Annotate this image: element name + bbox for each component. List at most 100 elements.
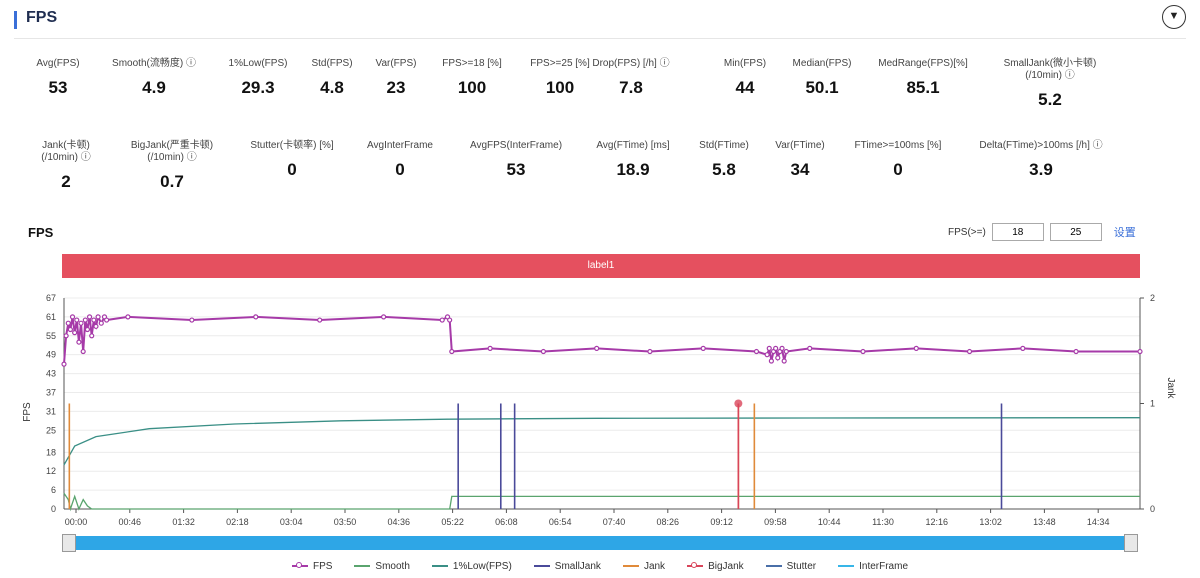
metric-6: Avg(FTime) [ms] 18.9 <box>563 140 703 180</box>
x-tick-label: 03:04 <box>280 517 303 527</box>
metric-label: Median(FPS) <box>792 58 852 69</box>
fps-point <box>700 345 706 351</box>
metric-value: 50.1 <box>805 78 839 97</box>
fps-threshold-1-input[interactable] <box>991 223 1044 241</box>
legend-label: SmallJank <box>554 560 601 572</box>
fps-point <box>72 330 78 336</box>
metric-value: 23 <box>386 78 406 97</box>
y-tick-label: 67 <box>46 293 56 303</box>
set-button[interactable]: 设置 <box>1113 227 1136 239</box>
metric-3: Stutter(卡顿率) [%] 0 <box>222 140 362 180</box>
metric-1: Jank(卡顿) (/10min) ⓘ 2 <box>0 140 136 192</box>
chart-title: FPS <box>28 225 54 240</box>
fps-point <box>764 352 770 358</box>
legend-swatch <box>622 565 639 567</box>
legend-label: Stutter <box>786 560 817 572</box>
metric-12: SmallJank(微小卡顿) (/10min) ⓘ 5.2 <box>980 58 1120 110</box>
y2-axis-title: Jank <box>1165 377 1176 399</box>
y-tick-label: 55 <box>46 331 56 341</box>
y-tick-label: 61 <box>46 312 56 322</box>
fps-point <box>80 348 86 355</box>
metric-value: 100 <box>545 78 575 97</box>
metric-9: Min(FPS) 44 <box>675 58 815 98</box>
metric-label: BigJank(严重卡顿) (/10min) ⓘ <box>130 140 214 163</box>
metric-1: Avg(FPS) 53 <box>0 58 128 98</box>
metric-8: Drop(FPS) [/h] ⓘ 7.8 <box>561 58 701 98</box>
fps-point <box>82 317 88 323</box>
metric-10: Median(FPS) 50.1 <box>752 58 892 98</box>
legend-item[interactable]: Stutter <box>765 558 817 574</box>
legend-label: Jank <box>643 560 666 572</box>
fps-point <box>773 345 779 351</box>
x-tick-label: 06:08 <box>495 517 518 527</box>
fps-point <box>125 314 131 320</box>
metric-4: Std(FPS) 4.8 <box>262 58 402 98</box>
metric-label: FTime>=100ms [%] <box>854 140 942 151</box>
legend-item[interactable]: BigJank <box>687 558 744 574</box>
x-tick-label: 09:12 <box>710 517 733 527</box>
legend-item[interactable]: Smooth <box>354 558 410 574</box>
x-tick-label: 00:00 <box>65 517 88 527</box>
metric-label: Stutter(卡顿率) [%] <box>250 140 334 151</box>
metric-3: 1%Low(FPS) 29.3 <box>188 58 328 98</box>
metric-label: FPS>=25 [%] <box>530 58 590 69</box>
fps-point <box>76 339 82 345</box>
legend-item[interactable]: InterFrame <box>838 558 908 574</box>
metric-value: 44 <box>735 78 755 97</box>
metric-value: 85.1 <box>906 78 940 97</box>
fps-point <box>766 345 772 351</box>
fps-point <box>781 358 787 364</box>
metric-4: AvgInterFrame 0 <box>330 140 470 180</box>
fps-point <box>913 345 919 351</box>
metric-label: AvgInterFrame <box>367 140 433 151</box>
legend-item[interactable]: Jank <box>622 558 666 574</box>
fps-point <box>78 320 84 326</box>
metric-6: FPS>=18 [%] 100 <box>402 58 542 98</box>
legend-label: InterFrame <box>859 560 909 572</box>
series-smooth-line <box>63 492 1140 512</box>
legend-swatch <box>765 565 782 567</box>
metric-7: Std(FTime) 5.8 <box>654 140 794 180</box>
label-band[interactable]: label1 <box>62 254 1140 278</box>
x-tick-label: 12:16 <box>926 517 949 527</box>
metric-value: 100 <box>457 78 487 97</box>
legend-swatch <box>838 565 855 567</box>
metric-label: Var(FTime) <box>775 140 825 151</box>
header-accent-bar <box>14 11 17 29</box>
legend-item[interactable]: 1%Low(FPS) <box>431 558 512 574</box>
fps-point <box>91 317 97 323</box>
fps-point <box>95 314 101 320</box>
legend-swatch <box>354 565 371 567</box>
y2-tick-label: 0 <box>1150 504 1155 514</box>
metric-label: Min(FPS) <box>723 58 767 69</box>
metric-value: 0 <box>893 160 903 179</box>
x-tick-label: 14:34 <box>1087 517 1110 527</box>
fps-point <box>753 348 760 355</box>
metric-8: Var(FTime) 34 <box>730 140 870 180</box>
metric-11: MedRange(FPS)[%] 85.1 <box>853 58 993 98</box>
x-tick-label: 13:02 <box>979 517 1002 527</box>
fps-threshold-2-input[interactable] <box>1049 223 1102 241</box>
fps-point <box>104 317 110 323</box>
fps-point <box>1137 348 1143 355</box>
metric-value: 7.8 <box>619 78 643 97</box>
zoom-slider-track[interactable] <box>64 536 1134 550</box>
legend-swatch <box>533 565 550 567</box>
fps-point <box>1073 348 1079 355</box>
metric-label: Delta(FTime)>100ms [/h] ⓘ <box>979 140 1103 151</box>
chevron-down-icon[interactable]: ▼ <box>1162 5 1186 29</box>
metric-10: Delta(FTime)>100ms [/h] ⓘ 3.9 <box>971 140 1111 180</box>
fps-point <box>61 361 67 367</box>
fps-point <box>69 314 76 320</box>
x-tick-label: 00:46 <box>119 517 142 527</box>
legend-item[interactable]: SmallJank <box>533 558 601 574</box>
y-axis-title: FPS <box>22 402 33 422</box>
zoom-slider-left-handle[interactable] <box>62 534 76 552</box>
legend-swatch <box>687 562 704 568</box>
metric-value: 53 <box>48 78 68 97</box>
zoom-slider-right-handle[interactable] <box>1124 534 1138 552</box>
x-tick-label: 09:58 <box>764 517 787 527</box>
legend-item[interactable]: FPS <box>291 558 332 574</box>
x-tick-label: 07:40 <box>603 517 626 527</box>
